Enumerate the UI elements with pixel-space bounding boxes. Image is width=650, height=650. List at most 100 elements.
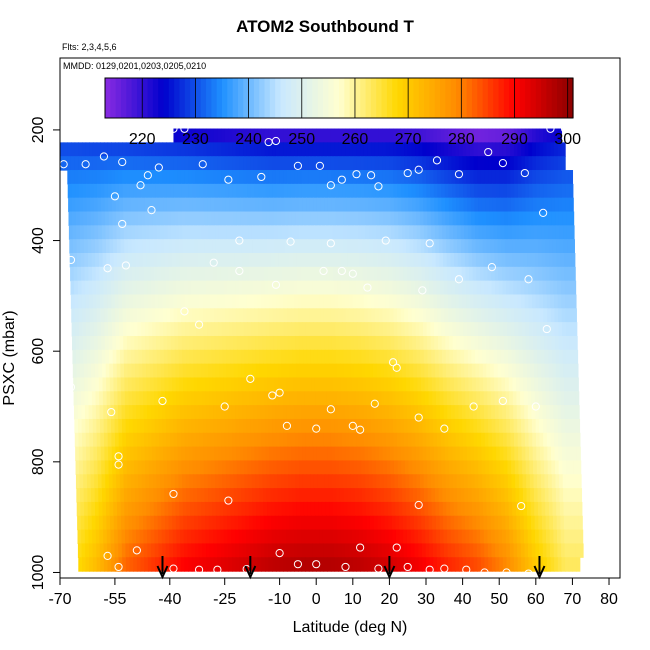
heatmap-cell bbox=[535, 418, 540, 434]
heatmap-cell bbox=[86, 460, 91, 475]
heatmap-cell bbox=[202, 432, 208, 448]
heatmap-cell bbox=[294, 322, 300, 337]
heatmap-cell bbox=[253, 142, 259, 157]
heatmap-cell bbox=[233, 239, 239, 254]
heatmap-cell bbox=[570, 239, 575, 254]
observation-point bbox=[194, 565, 204, 574]
heatmap-cell bbox=[340, 391, 346, 406]
heatmap-cell bbox=[433, 322, 439, 337]
heatmap-cell bbox=[155, 557, 160, 572]
heatmap-cell bbox=[563, 377, 568, 392]
heatmap-cell bbox=[186, 253, 192, 268]
heatmap-cell bbox=[166, 322, 172, 337]
heatmap-cell bbox=[363, 294, 368, 309]
heatmap-cell bbox=[447, 142, 453, 157]
heatmap-cell bbox=[96, 418, 101, 434]
heatmap-cell bbox=[396, 557, 401, 572]
heatmap-cell bbox=[330, 142, 336, 157]
heatmap-cell bbox=[296, 501, 301, 517]
heatmap-cell bbox=[430, 335, 435, 351]
heatmap-cell bbox=[426, 197, 432, 213]
heatmap-cell bbox=[341, 128, 347, 143]
heatmap-cell bbox=[212, 266, 218, 282]
heatmap-cell bbox=[528, 294, 533, 309]
heatmap-cell bbox=[272, 156, 277, 171]
heatmap-cell bbox=[147, 529, 152, 545]
heatmap-cell bbox=[84, 405, 90, 420]
heatmap-cell bbox=[307, 515, 312, 531]
observation-point bbox=[66, 383, 76, 392]
heatmap-cell bbox=[389, 142, 394, 157]
heatmap-cell bbox=[529, 197, 534, 213]
heatmap-cell bbox=[307, 391, 313, 406]
x-tick-label: 10 bbox=[344, 591, 362, 608]
heatmap-cell bbox=[331, 446, 336, 462]
heatmap-cell bbox=[232, 557, 237, 572]
heatmap-cell bbox=[78, 446, 84, 462]
heatmap-cell bbox=[314, 225, 319, 240]
heatmap-cell bbox=[305, 432, 310, 448]
heatmap-cell bbox=[496, 335, 501, 351]
heatmap-cell bbox=[439, 391, 444, 406]
heatmap-cell bbox=[381, 418, 387, 434]
heatmap-cell bbox=[374, 543, 379, 558]
heatmap-cell bbox=[360, 294, 365, 309]
x-tick-label: -10 bbox=[268, 591, 291, 608]
heatmap-cell bbox=[365, 474, 370, 489]
heatmap-cell bbox=[436, 294, 442, 309]
heatmap-cell bbox=[394, 349, 399, 365]
heatmap-cell bbox=[184, 557, 189, 572]
heatmap-cell bbox=[492, 197, 497, 213]
heatmap-cell bbox=[254, 446, 259, 462]
heatmap-cell bbox=[518, 349, 524, 365]
heatmap-cell bbox=[182, 474, 187, 489]
heatmap-cell bbox=[410, 405, 415, 420]
heatmap-cell bbox=[151, 432, 156, 448]
heatmap-cell bbox=[209, 280, 214, 296]
colorbar-segment bbox=[530, 78, 537, 118]
heatmap-cell bbox=[81, 418, 86, 434]
heatmap-cell bbox=[552, 253, 558, 268]
heatmap-cell bbox=[144, 183, 149, 199]
heatmap-cell bbox=[104, 446, 109, 462]
heatmap-cell bbox=[387, 349, 392, 365]
heatmap-cell bbox=[531, 405, 536, 420]
heatmap-cell bbox=[149, 474, 154, 489]
heatmap-cell bbox=[100, 418, 105, 434]
heatmap-cell bbox=[106, 253, 111, 268]
heatmap-cell bbox=[410, 543, 416, 558]
heatmap-cell bbox=[130, 211, 135, 226]
heatmap-cell bbox=[350, 335, 355, 351]
heatmap-cell bbox=[135, 515, 140, 531]
x-tick-label: 60 bbox=[527, 591, 545, 608]
heatmap-cell bbox=[122, 557, 127, 572]
heatmap-cell bbox=[386, 322, 391, 337]
heatmap-cell bbox=[194, 515, 199, 531]
heatmap-cell bbox=[344, 391, 349, 406]
heatmap-cell bbox=[442, 501, 448, 517]
heatmap-cell bbox=[176, 405, 181, 420]
heatmap-cell bbox=[465, 391, 470, 406]
heatmap-cell bbox=[335, 474, 341, 489]
heatmap-cell bbox=[97, 460, 102, 475]
heatmap-cell bbox=[106, 391, 111, 406]
heatmap-cell bbox=[275, 128, 281, 143]
heatmap-cell bbox=[306, 335, 311, 351]
heatmap-cell bbox=[458, 557, 464, 572]
heatmap-cell bbox=[321, 363, 326, 379]
heatmap-cell bbox=[405, 363, 411, 379]
heatmap-cell bbox=[172, 253, 177, 268]
heatmap-cell bbox=[539, 432, 544, 448]
heatmap-cell bbox=[513, 432, 519, 448]
heatmap-cell bbox=[534, 253, 539, 268]
heatmap-cell bbox=[124, 391, 130, 406]
heatmap-cell bbox=[166, 308, 171, 323]
heatmap-cell bbox=[153, 501, 158, 517]
heatmap-cell bbox=[436, 557, 442, 572]
heatmap-cell bbox=[176, 280, 181, 296]
colorbar-segment bbox=[190, 78, 197, 118]
heatmap-cell bbox=[229, 211, 234, 226]
heatmap-cell bbox=[426, 128, 431, 143]
heatmap-cell bbox=[473, 294, 478, 309]
heatmap-cell bbox=[430, 197, 435, 213]
